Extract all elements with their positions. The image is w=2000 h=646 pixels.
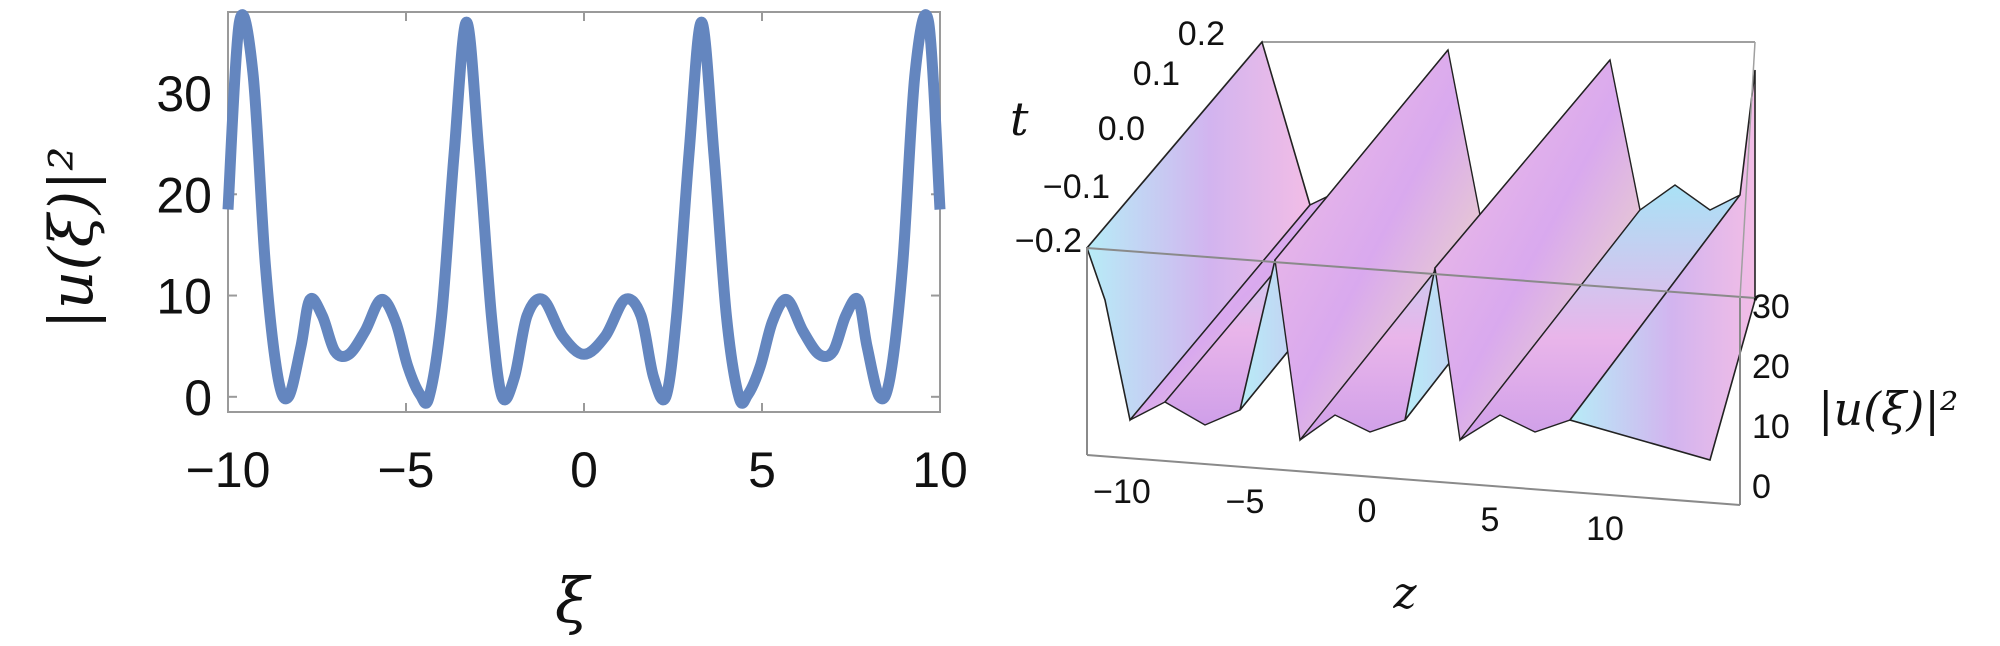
x-tick-labels: −10 −5 0 5 10: [186, 442, 968, 498]
z-tick-label: 0: [1358, 492, 1377, 530]
z-tick-label: 10: [1586, 510, 1624, 548]
t-tick-label: −0.2: [1015, 222, 1082, 260]
x-axis-label: ξ: [555, 564, 592, 637]
t-tick-label: 0.2: [1178, 15, 1225, 53]
u-axis-label: |u(ξ)|²: [1818, 382, 1958, 436]
t-tick-label: 0.1: [1133, 55, 1180, 93]
surface: [1086, 40, 1756, 461]
y-axis-label: |u(ξ)|²: [37, 147, 107, 330]
box-right-top: [1739, 41, 1756, 299]
u-tick-labels: 0 10 20 30: [1752, 288, 1790, 506]
x-tick-label: 10: [912, 442, 968, 498]
u-tick-label: 0: [1752, 468, 1771, 506]
z-tick-label: 5: [1481, 501, 1500, 539]
box-front-top: [1086, 247, 1756, 299]
x-tick-label: −5: [377, 442, 434, 498]
t-tick-labels: −0.2 −0.1 0.0 0.10.2: [1015, 15, 1225, 260]
z-tick-label: −10: [1093, 473, 1151, 511]
y-tick-labels: 0 10 20 30: [156, 66, 212, 426]
x-tick-marks: [227, 12, 941, 412]
line-chart: −10 −5 0 5 10 0 10 20 30 ξ |u(ξ)|²: [37, 9, 968, 637]
surface-ridge: [1568, 69, 1756, 461]
z-axis-label: z: [1392, 568, 1417, 619]
y-tick-label: 20: [156, 167, 212, 223]
y-tick-label: 30: [156, 66, 212, 122]
y-tick-label: 0: [184, 370, 212, 426]
box-front-bottom: [1086, 454, 1741, 506]
u-tick-label: 30: [1752, 288, 1790, 326]
series-line: [222, 9, 946, 409]
x-tick-label: 5: [748, 442, 776, 498]
t-tick-label: −0.1: [1043, 168, 1110, 206]
z-tick-label: −5: [1226, 483, 1265, 521]
u-tick-label: 10: [1752, 408, 1790, 446]
y-tick-label: 10: [156, 269, 212, 325]
x-tick-label: 0: [570, 442, 598, 498]
x-tick-label: −10: [186, 442, 271, 498]
t-axis-label: t: [1010, 92, 1029, 146]
z-tick-labels: −10 −5 0 5 10: [1093, 473, 1624, 548]
t-tick-label: 0.0: [1098, 110, 1145, 148]
u-tick-label: 20: [1752, 348, 1790, 386]
